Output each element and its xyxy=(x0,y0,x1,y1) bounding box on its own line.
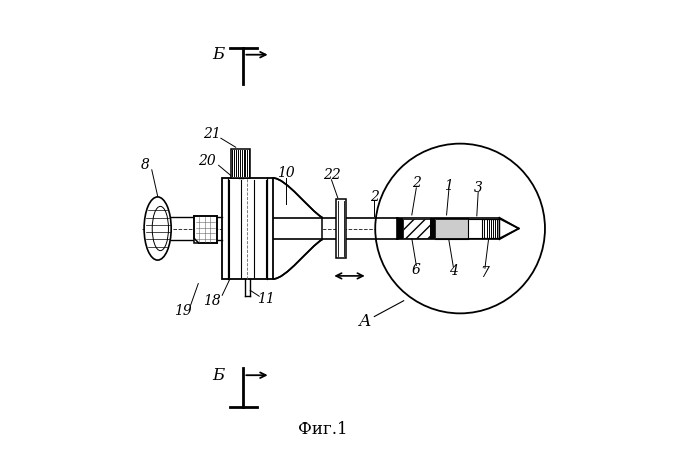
Bar xyxy=(403,218,431,239)
Bar xyxy=(435,219,468,238)
Text: 22: 22 xyxy=(322,168,340,182)
Bar xyxy=(194,216,217,243)
Text: 19: 19 xyxy=(173,303,192,318)
Text: Б: Б xyxy=(212,46,224,63)
Text: 6: 6 xyxy=(412,263,421,277)
Text: 4: 4 xyxy=(449,265,458,278)
Text: 3: 3 xyxy=(474,181,482,195)
Text: 2: 2 xyxy=(412,176,421,191)
Polygon shape xyxy=(499,218,519,239)
Text: 2: 2 xyxy=(370,190,379,204)
Text: 10: 10 xyxy=(278,166,295,181)
Bar xyxy=(431,218,435,239)
Text: 11: 11 xyxy=(257,292,275,306)
Polygon shape xyxy=(273,178,322,279)
Text: 7: 7 xyxy=(480,266,489,280)
Bar xyxy=(231,149,250,178)
Text: Фиг.1: Фиг.1 xyxy=(298,421,347,438)
Bar xyxy=(222,178,273,279)
Text: 1: 1 xyxy=(445,179,453,192)
Ellipse shape xyxy=(152,207,168,250)
Bar xyxy=(397,218,403,239)
Text: 18: 18 xyxy=(203,294,221,308)
Text: 20: 20 xyxy=(199,154,216,168)
Circle shape xyxy=(375,143,545,314)
Text: 21: 21 xyxy=(203,127,221,141)
Text: Б: Б xyxy=(212,367,224,384)
Bar xyxy=(468,219,482,238)
Bar xyxy=(336,199,346,258)
Text: 8: 8 xyxy=(141,158,150,172)
Ellipse shape xyxy=(144,197,171,260)
Text: А: А xyxy=(359,313,372,329)
